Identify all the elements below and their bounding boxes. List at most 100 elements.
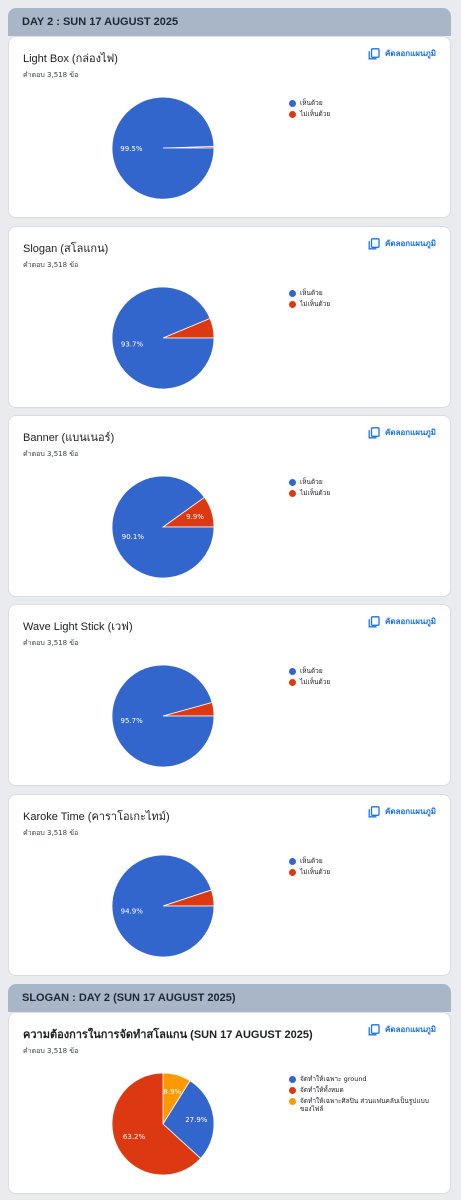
pie-slice xyxy=(111,664,215,768)
question-card-banner: Banner (แบนเนอร์) คำตอบ 3,518 ข้อ คัดลอก… xyxy=(8,415,451,597)
slice-label: 27.9% xyxy=(185,1116,208,1124)
slice-label: 94.9% xyxy=(121,908,144,916)
legend-label: จัดทำให้ทั้งหมด xyxy=(300,1086,344,1094)
slice-label: 95.7% xyxy=(121,717,144,725)
chart-legend: เห็นด้วยไม่เห็นด้วย xyxy=(289,857,330,879)
copy-chart-button[interactable]: คัดลอกแผนภูมิ xyxy=(368,1023,436,1036)
slice-label: 8.9% xyxy=(163,1088,181,1096)
question-title: Light Box (กล่องไฟ) xyxy=(23,53,118,65)
legend-swatch xyxy=(289,479,296,486)
slice-label: 99.5% xyxy=(120,145,143,153)
legend-swatch xyxy=(289,490,296,497)
slice-label: 90.1% xyxy=(122,533,145,541)
chart-legend: จัดทำให้เฉพาะ ground จัดทำให้ทั้งหมดจัดทำ… xyxy=(289,1075,429,1116)
pie-slice xyxy=(162,1080,215,1160)
copy-chart-button[interactable]: คัดลอกแผนภูมิ xyxy=(368,805,436,818)
legend-item: จัดทำให้เฉพาะ ground xyxy=(289,1075,429,1083)
legend-swatch xyxy=(289,1098,296,1105)
legend-swatch xyxy=(289,100,296,107)
legend-label: เห็นด้วย xyxy=(300,99,323,107)
question-card-slogan-requirement: ความต้องการในการจัดทำสโลแกน (SUN 17 AUGU… xyxy=(8,1012,451,1194)
pie-chart: 8.9% 27.9% 63.2% xyxy=(111,1072,215,1176)
legend-item: เห็นด้วย xyxy=(289,667,330,675)
copy-icon xyxy=(368,47,380,60)
copy-chart-button[interactable]: คัดลอกแผนภูมิ xyxy=(368,47,436,60)
chart-legend: เห็นด้วยไม่เห็นด้วย xyxy=(289,478,330,500)
chart-legend: เห็นด้วยไม่เห็นด้วย xyxy=(289,667,330,689)
copy-chart-label: คัดลอกแผนภูมิ xyxy=(385,807,436,816)
legend-label: จัดทำให้เฉพาะศิลปิน ส่วนแฟนคลับเป็นรูปแบ… xyxy=(300,1097,429,1113)
chart-legend: เห็นด้วยไม่เห็นด้วย xyxy=(289,289,330,311)
question-title: Karoke Time (คาราโอเกะไทม์) xyxy=(23,811,170,823)
slice-label: 63.2% xyxy=(123,1133,146,1141)
legend-label: เห็นด้วย xyxy=(300,667,323,675)
legend-label: เห็นด้วย xyxy=(300,289,323,297)
legend-swatch xyxy=(289,111,296,118)
question-card-light-box: Light Box (กล่องไฟ) คำตอบ 3,518 ข้อ คัดล… xyxy=(8,36,451,218)
pie-chart: 9.9% 90.1% xyxy=(111,475,215,579)
legend-item: เห็นด้วย xyxy=(289,857,330,865)
pie-chart: 93.7% xyxy=(111,286,215,390)
question-card-slogan: Slogan (สโลแกน) คำตอบ 3,518 ข้อ คัดลอกแผ… xyxy=(8,226,451,408)
copy-chart-label: คัดลอกแผนภูมิ xyxy=(385,49,436,58)
pie-chart: 94.9% xyxy=(111,854,215,958)
response-count: คำตอบ 3,518 ข้อ xyxy=(23,71,79,79)
legend-item: จัดทำให้ทั้งหมด xyxy=(289,1086,429,1094)
response-count: คำตอบ 3,518 ข้อ xyxy=(23,450,79,458)
section-header-slogan-day2: SLOGAN : DAY 2 (SUN 17 AUGUST 2025) xyxy=(8,984,451,1012)
legend-item: ไม่เห็นด้วย xyxy=(289,868,330,876)
legend-label: ไม่เห็นด้วย xyxy=(300,300,331,308)
copy-chart-button[interactable]: คัดลอกแผนภูมิ xyxy=(368,237,436,250)
response-count: คำตอบ 3,518 ข้อ xyxy=(23,639,79,647)
response-count: คำตอบ 3,518 ข้อ xyxy=(23,261,79,269)
legend-swatch xyxy=(289,668,296,675)
legend-swatch xyxy=(289,301,296,308)
copy-chart-label: คัดลอกแผนภูมิ xyxy=(385,239,436,248)
pie-chart: 99.5% xyxy=(111,96,215,200)
copy-chart-button[interactable]: คัดลอกแผนภูมิ xyxy=(368,426,436,439)
question-card-wave-light-stick: Wave Light Stick (เวฟ) คำตอบ 3,518 ข้อ ค… xyxy=(8,604,451,786)
response-count: คำตอบ 3,518 ข้อ xyxy=(23,829,79,837)
question-title: Slogan (สโลแกน) xyxy=(23,243,109,255)
pie-slice xyxy=(111,1072,202,1176)
legend-item: เห็นด้วย xyxy=(289,289,330,297)
legend-item: เห็นด้วย xyxy=(289,99,330,107)
section-header-day2: DAY 2 : SUN 17 AUGUST 2025 xyxy=(8,8,451,36)
legend-swatch xyxy=(289,1076,296,1083)
legend-swatch xyxy=(289,1087,296,1094)
pie-slice xyxy=(111,475,215,579)
legend-swatch xyxy=(289,679,296,686)
legend-label: จัดทำให้เฉพาะ ground xyxy=(300,1075,367,1083)
response-count: คำตอบ 3,518 ข้อ xyxy=(23,1047,79,1055)
legend-label: เห็นด้วย xyxy=(300,478,323,486)
legend-swatch xyxy=(289,869,296,876)
question-card-karoke-time: Karoke Time (คาราโอเกะไทม์) คำตอบ 3,518 … xyxy=(8,794,451,976)
pie-chart: 95.7% xyxy=(111,664,215,768)
copy-icon xyxy=(368,237,380,250)
legend-item: ไม่เห็นด้วย xyxy=(289,110,330,118)
legend-swatch xyxy=(289,290,296,297)
copy-chart-label: คัดลอกแผนภูมิ xyxy=(385,1025,436,1034)
slice-label: 9.9% xyxy=(186,513,204,521)
legend-label: ไม่เห็นด้วย xyxy=(300,110,331,118)
legend-swatch xyxy=(289,858,296,865)
copy-chart-button[interactable]: คัดลอกแผนภูมิ xyxy=(368,615,436,628)
slice-label: 93.7% xyxy=(121,341,144,349)
question-title: Banner (แบนเนอร์) xyxy=(23,432,115,444)
chart-legend: เห็นด้วยไม่เห็นด้วย xyxy=(289,99,330,121)
legend-label: ไม่เห็นด้วย xyxy=(300,678,331,686)
legend-item: เห็นด้วย xyxy=(289,478,330,486)
pie-slice xyxy=(111,286,215,390)
copy-icon xyxy=(368,805,380,818)
legend-item: จัดทำให้เฉพาะศิลปิน ส่วนแฟนคลับเป็นรูปแบ… xyxy=(289,1097,429,1113)
legend-item: ไม่เห็นด้วย xyxy=(289,489,330,497)
copy-chart-label: คัดลอกแผนภูมิ xyxy=(385,428,436,437)
question-title: Wave Light Stick (เวฟ) xyxy=(23,621,133,633)
copy-icon xyxy=(368,615,380,628)
copy-icon xyxy=(368,426,380,439)
legend-label: ไม่เห็นด้วย xyxy=(300,489,331,497)
copy-icon xyxy=(368,1023,380,1036)
copy-chart-label: คัดลอกแผนภูมิ xyxy=(385,617,436,626)
legend-item: ไม่เห็นด้วย xyxy=(289,300,330,308)
legend-item: ไม่เห็นด้วย xyxy=(289,678,330,686)
